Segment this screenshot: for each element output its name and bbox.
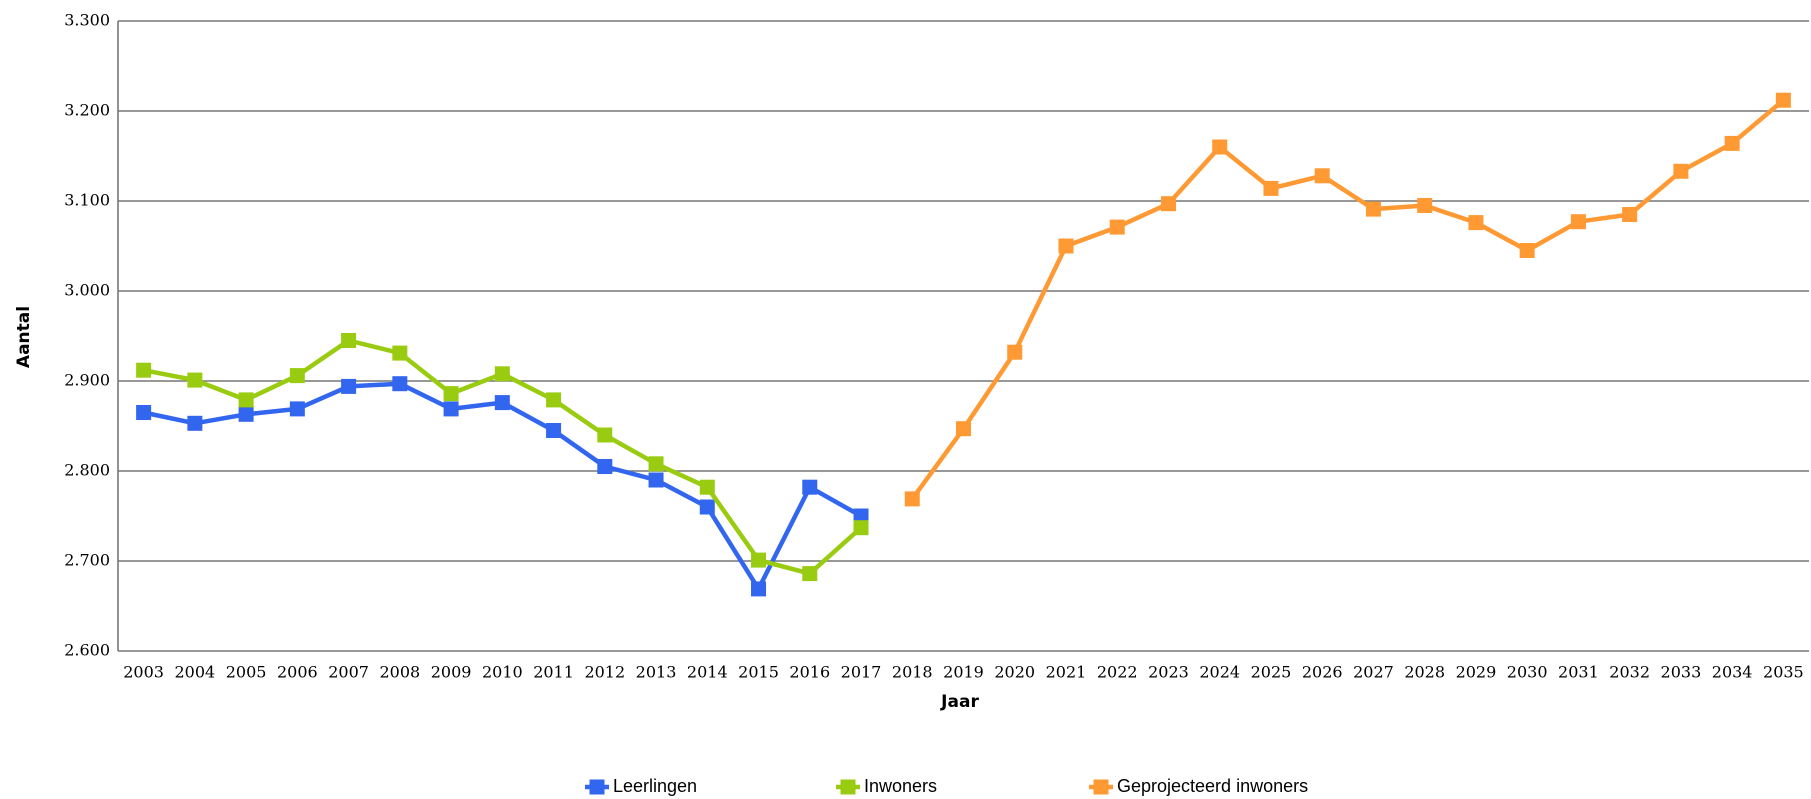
marker — [289, 368, 305, 384]
x-tick-label: 2010 — [482, 663, 523, 682]
y-tick-label: 3.300 — [64, 11, 110, 30]
marker — [751, 552, 767, 568]
x-tick-label: 2012 — [584, 663, 625, 682]
x-tick-label: 2028 — [1404, 663, 1445, 682]
x-tick-label: 2011 — [533, 663, 574, 682]
marker — [648, 456, 664, 472]
marker — [546, 423, 562, 438]
marker — [802, 479, 818, 495]
x-tick-label: 2031 — [1558, 663, 1599, 682]
marker — [1212, 139, 1228, 155]
marker — [1417, 198, 1433, 213]
marker — [1468, 215, 1484, 231]
x-tick-label: 2029 — [1456, 663, 1497, 682]
marker — [1109, 219, 1125, 235]
marker — [699, 479, 715, 495]
x-tick-label: 2035 — [1763, 663, 1804, 682]
marker — [1519, 243, 1535, 258]
marker — [238, 406, 254, 422]
x-tick-label: 2025 — [1251, 663, 1292, 682]
x-tick-label: 2020 — [994, 663, 1035, 682]
legend-label: Geprojecteerd inwoners — [1117, 776, 1308, 796]
marker — [597, 427, 613, 443]
marker — [238, 392, 254, 408]
marker — [546, 392, 562, 408]
marker — [443, 386, 459, 402]
series-line — [910, 98, 1785, 501]
legend-marker — [589, 779, 605, 795]
x-tick-label: 2034 — [1712, 663, 1753, 682]
marker — [853, 520, 869, 536]
marker — [956, 421, 971, 437]
marker — [1775, 92, 1791, 108]
x-tick-label: 2019 — [943, 663, 984, 682]
marker — [751, 581, 767, 597]
marker — [1160, 196, 1176, 212]
y-tick-label: 2.600 — [64, 641, 110, 660]
marker — [648, 472, 664, 488]
marker — [1622, 207, 1638, 222]
x-tick-label: 2013 — [636, 663, 677, 682]
x-tick-label: 2016 — [789, 663, 830, 682]
marker — [136, 362, 152, 378]
marker — [1724, 135, 1740, 151]
y-tick-label: 3.100 — [64, 191, 110, 210]
y-tick-label: 2.700 — [64, 551, 110, 570]
y-tick-label: 2.900 — [64, 371, 110, 390]
marker — [1007, 344, 1023, 360]
marker — [853, 508, 869, 524]
x-tick-label: 2026 — [1302, 663, 1343, 682]
marker — [1570, 214, 1586, 230]
marker — [392, 345, 408, 361]
x-tick-label: 2008 — [379, 663, 420, 682]
x-tick-label: 2007 — [328, 663, 369, 682]
marker — [1673, 163, 1689, 179]
x-tick-label: 2006 — [277, 663, 318, 682]
marker — [289, 401, 305, 417]
marker — [1314, 168, 1330, 184]
y-tick-label: 3.000 — [64, 281, 110, 300]
x-tick-label: 2030 — [1507, 663, 1548, 682]
x-tick-label: 2005 — [226, 663, 267, 682]
marker — [187, 372, 203, 388]
marker — [597, 459, 613, 474]
legend-label: Leerlingen — [613, 776, 697, 796]
marker — [1365, 201, 1381, 217]
x-tick-label: 2003 — [123, 663, 164, 682]
x-tick-label: 2033 — [1661, 663, 1702, 682]
marker — [904, 491, 920, 507]
x-tick-label: 2024 — [1199, 663, 1240, 682]
legend-label: Inwoners — [864, 776, 937, 796]
y-axis-title: Aantal — [14, 306, 34, 368]
marker — [802, 566, 818, 582]
y-tick-label: 3.200 — [64, 101, 110, 120]
legend-marker — [1093, 779, 1109, 795]
marker — [1058, 238, 1074, 254]
marker — [443, 401, 459, 417]
marker — [341, 333, 357, 348]
legend-marker — [840, 779, 856, 795]
x-tick-label: 2022 — [1097, 663, 1138, 682]
x-tick-label: 2017 — [841, 663, 882, 682]
marker — [136, 405, 152, 420]
marker — [187, 415, 203, 431]
x-tick-label: 2014 — [687, 663, 728, 682]
x-tick-label: 2009 — [431, 663, 472, 682]
marker — [699, 499, 715, 515]
marker — [392, 376, 408, 392]
x-axis-title: Jaar — [940, 692, 979, 712]
y-tick-label: 2.800 — [64, 461, 110, 480]
marker — [341, 378, 357, 394]
marker — [494, 395, 510, 411]
marker — [494, 366, 510, 382]
x-tick-label: 2027 — [1353, 663, 1394, 682]
marker — [1263, 180, 1279, 196]
x-tick-label: 2018 — [892, 663, 933, 682]
x-tick-label: 2004 — [175, 663, 216, 682]
x-tick-label: 2023 — [1148, 663, 1189, 682]
x-tick-label: 2021 — [1046, 663, 1087, 682]
x-tick-label: 2032 — [1609, 663, 1650, 682]
x-tick-label: 2015 — [738, 663, 779, 682]
